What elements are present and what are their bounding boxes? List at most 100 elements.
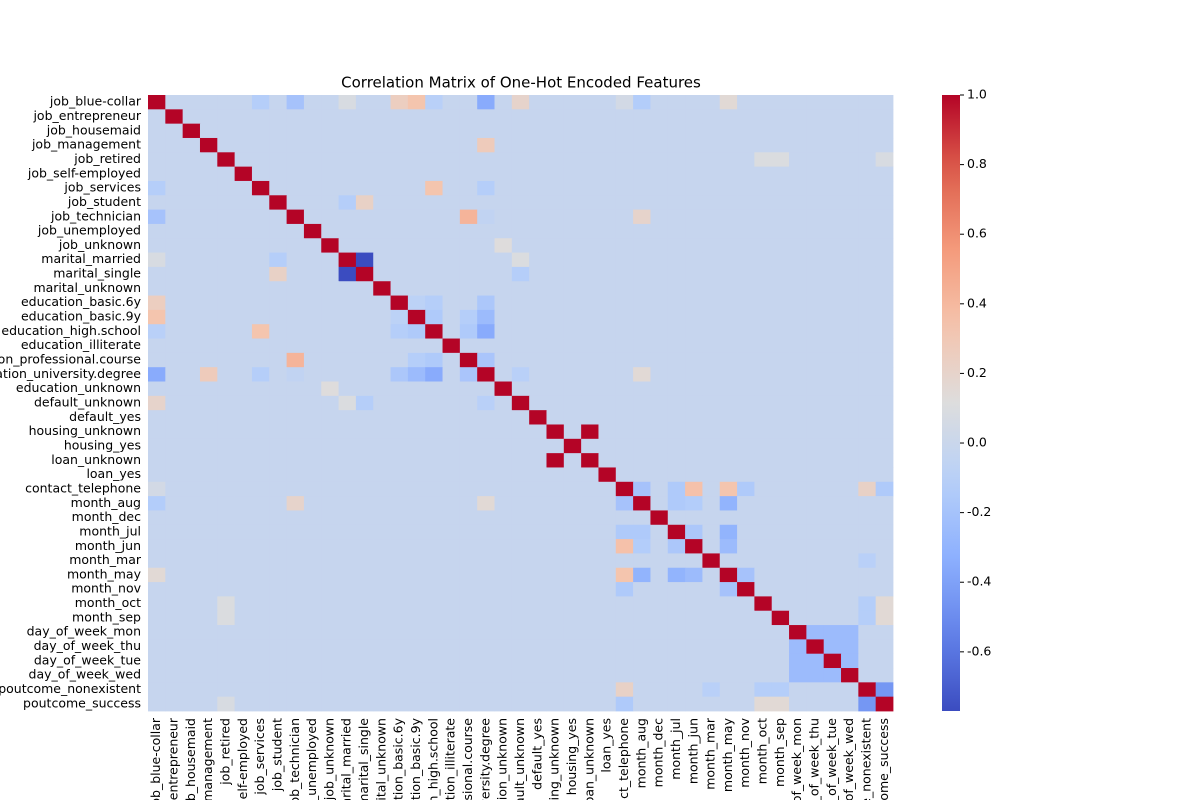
- heatmap-cell: [667, 367, 686, 382]
- heatmap-cell: [581, 496, 599, 511]
- heatmap-cell: [858, 266, 877, 282]
- heatmap-cell: [494, 352, 513, 368]
- heatmap-cell: [702, 467, 721, 483]
- heatmap-cell: [598, 524, 617, 540]
- heatmap-cell: [685, 209, 703, 225]
- heatmap-cell: [251, 524, 270, 540]
- heatmap-cell: [719, 553, 738, 569]
- heatmap-cell: [355, 639, 374, 655]
- heatmap-cell: [563, 238, 582, 253]
- heatmap-cell: [702, 682, 721, 698]
- heatmap-cell: [303, 424, 322, 440]
- heatmap-cell: [407, 410, 426, 425]
- heatmap-cell: [373, 223, 391, 239]
- heatmap-cell: [719, 668, 738, 683]
- heatmap-cell: [737, 610, 755, 626]
- heatmap-cell: [477, 596, 495, 612]
- heatmap-cell: [407, 553, 426, 569]
- heatmap-cell: [858, 324, 877, 339]
- heatmap-cell: [581, 309, 599, 325]
- heatmap-cell: [269, 453, 288, 468]
- heatmap-cell: [286, 123, 305, 139]
- heatmap-cell: [321, 496, 339, 511]
- heatmap-cell: [425, 295, 443, 311]
- heatmap-cell: [494, 209, 513, 225]
- y-tick-label: job_management: [31, 137, 141, 152]
- heatmap-cell: [546, 195, 565, 211]
- heatmap-cell: [165, 123, 184, 139]
- heatmap-cell: [771, 539, 790, 554]
- heatmap-cell: [407, 352, 426, 368]
- heatmap-cell: [286, 266, 305, 282]
- heatmap-cell: [251, 496, 270, 511]
- heatmap-cell: [737, 266, 755, 282]
- heatmap-cell: [737, 424, 755, 440]
- heatmap-cell: [754, 610, 773, 626]
- heatmap-cell: [407, 467, 426, 483]
- heatmap-cell: [841, 266, 859, 282]
- heatmap-cell: [806, 524, 825, 540]
- heatmap-cell: [529, 152, 547, 168]
- heatmap-cell: [269, 467, 288, 483]
- heatmap-cell: [581, 653, 599, 669]
- heatmap-cell: [338, 682, 357, 698]
- heatmap-cell: [667, 180, 686, 196]
- heatmap-cell: [858, 481, 877, 497]
- heatmap-cell: [390, 496, 409, 511]
- x-tick-label: month_aug: [633, 718, 648, 788]
- heatmap-cell: [615, 238, 634, 253]
- heatmap-cell: [199, 223, 218, 239]
- heatmap-cell: [702, 481, 721, 497]
- heatmap-cell: [841, 467, 859, 483]
- heatmap-cell: [754, 453, 773, 468]
- heatmap-cell: [546, 639, 565, 655]
- heatmap-cell: [789, 180, 807, 196]
- heatmap-cell: [338, 467, 357, 483]
- heatmap-cell: [615, 180, 634, 196]
- heatmap-cell: [789, 123, 807, 139]
- heatmap-cell: [373, 166, 391, 182]
- heatmap-cell: [373, 281, 391, 296]
- heatmap-cell: [494, 510, 513, 526]
- heatmap-cell: [286, 653, 305, 669]
- heatmap-cell: [373, 668, 391, 683]
- heatmap-cell: [148, 324, 166, 339]
- colorbar-tick-label: -0.6: [967, 643, 991, 658]
- heatmap-cell: [425, 467, 443, 483]
- heatmap-cell: [148, 381, 166, 397]
- heatmap-cell: [667, 567, 686, 583]
- heatmap-cell: [459, 95, 478, 110]
- heatmap-cell: [425, 653, 443, 669]
- heatmap-cell: [286, 195, 305, 211]
- heatmap-cell: [771, 395, 790, 411]
- heatmap-cell: [442, 266, 461, 282]
- heatmap-cell: [806, 496, 825, 511]
- heatmap-cell: [165, 410, 184, 425]
- heatmap-cell: [754, 252, 773, 268]
- heatmap-cell: [667, 123, 686, 139]
- heatmap-cell: [615, 596, 634, 612]
- heatmap-cell: [390, 438, 409, 454]
- heatmap-cell: [702, 209, 721, 225]
- heatmap-cell: [373, 467, 391, 483]
- heatmap-cell: [633, 395, 651, 411]
- heatmap-cell: [806, 567, 825, 583]
- heatmap-cell: [789, 166, 807, 182]
- heatmap-cell: [182, 295, 201, 311]
- heatmap-cell: [269, 152, 288, 168]
- heatmap-cell: [841, 367, 859, 382]
- heatmap-cell: [737, 639, 755, 655]
- heatmap-cell: [858, 653, 877, 669]
- colorbar-tick-label: 0.4: [967, 295, 987, 310]
- heatmap-cell: [459, 109, 478, 125]
- heatmap-cell: [667, 481, 686, 497]
- heatmap-cell: [598, 582, 617, 597]
- heatmap-cell: [390, 223, 409, 239]
- heatmap-cell: [390, 567, 409, 583]
- heatmap-cell: [165, 539, 184, 554]
- x-tick-label: month_may: [720, 717, 735, 792]
- heatmap-cell: [598, 166, 617, 182]
- heatmap-cell: [511, 109, 530, 125]
- heatmap-cell: [442, 510, 461, 526]
- heatmap-cell: [823, 238, 842, 253]
